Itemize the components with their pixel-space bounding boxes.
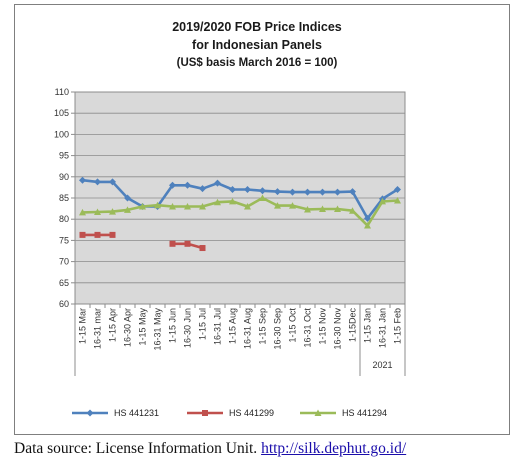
legend-hs-441294-label: HS 441294 (342, 408, 387, 418)
series-hs-441294-point (379, 197, 386, 205)
series-hs-441231-point (244, 186, 251, 194)
series-hs-441294-point (334, 205, 341, 213)
series-hs-441294-line (82, 196, 398, 227)
series-hs-441231-point (319, 188, 326, 196)
series-hs-441294-point (229, 197, 236, 205)
series-hs-441231-point (199, 185, 206, 193)
x-tick-label: 1-15 Sep (258, 308, 268, 345)
data-source-link[interactable]: http://silk.dephut.go.id/ (261, 440, 407, 457)
x-tick-label: 1-15 Aug (228, 308, 238, 344)
y-tick-label-100: 100 (54, 129, 69, 139)
series-hs-441294-point (349, 207, 356, 214)
series-hs-441231-point (304, 188, 311, 196)
x-tick-label: 1-15Dec (348, 308, 358, 343)
series-hs-441231-point (349, 188, 356, 196)
x-tick-label: 1-15 Oct (288, 308, 298, 343)
x-tick-label: 16-30 Nov (333, 308, 343, 350)
chart-title-line-2: for Indonesian Panels (192, 38, 322, 52)
series-hs-441231-point (259, 187, 266, 195)
series-hs-441231-point (169, 181, 176, 189)
y-tick-label-70: 70 (59, 257, 69, 267)
series-hs-441294-point (259, 194, 266, 201)
y-tick-label-65: 65 (59, 278, 69, 288)
y-tick-label-105: 105 (54, 108, 69, 118)
series-hs-441231-point (214, 179, 221, 187)
legend-hs-441231-label: HS 441231 (114, 408, 159, 418)
x-tick-label: 16-30 Sep (273, 308, 283, 350)
series-hs-441294-point (79, 208, 86, 216)
chart-plot: 60 65 70 75 80 85 90 95 100 105 110 1-15 Mar 16-31 m… (54, 87, 406, 418)
series-hs-441294-point (94, 208, 101, 215)
legend-hs-441231-marker (86, 409, 94, 417)
series-hs-441299-point (94, 231, 101, 238)
series-hs-441294-point (319, 205, 326, 213)
series-hs-441294-point (139, 202, 146, 210)
series-hs-441294-point (109, 208, 116, 215)
series-hs-441231-point (394, 186, 401, 194)
legend-hs-441299-marker (202, 410, 208, 416)
series-hs-441299-point (169, 240, 176, 247)
x-tick-label: 16-31 Jul (213, 308, 223, 345)
legend-hs-441294-marker (314, 409, 322, 416)
series-hs-441299-point (184, 240, 191, 247)
x-tick-label: 16-30 Jun (183, 308, 193, 348)
x-tick-label: 1-15 Jul (198, 308, 208, 340)
series-hs-441231-point (184, 181, 191, 189)
x-tick-label: 1-15 Apr (108, 308, 118, 342)
y-tick-label-110: 110 (55, 87, 69, 97)
y-tick-label-90: 90 (59, 172, 69, 182)
series-hs-441299-point (109, 231, 116, 238)
series-hs-441299-point (79, 231, 86, 238)
x-tick-label: 16-31 Aug (243, 308, 253, 349)
x-tick-label: 1-15 Mar (78, 308, 88, 344)
y-tick-label-60: 60 (59, 299, 69, 309)
series-hs-441299-point (199, 245, 206, 252)
y-tick-label-75: 75 (59, 235, 69, 245)
x-tick-label: 16-31 mar (93, 308, 103, 349)
x-tick-label: 1-15 May (138, 308, 148, 346)
y-tick-label-85: 85 (59, 193, 69, 203)
series-hs-441294-point (364, 222, 371, 229)
series-hs-441294-point (304, 205, 311, 213)
series-hs-441294-point (244, 202, 251, 210)
series-hs-441231-point (364, 214, 371, 222)
y-tick-label-95: 95 (59, 151, 69, 161)
chart-title-line-3: (US$ basis March 2016 = 100) (176, 57, 338, 69)
legend-hs-441299-label: HS 441299 (229, 408, 274, 418)
x-tick-label: 16-30 Apr (123, 308, 133, 347)
group-label: 2021 (372, 360, 392, 370)
series-hs-441294-point (214, 198, 221, 206)
series-hs-441231-point (94, 178, 101, 186)
x-tick-label: 1-15 Jan (363, 308, 373, 343)
x-tick-label: 1-15 Nov (318, 308, 328, 345)
series-hs-441294-point (124, 206, 131, 213)
data-source-line: Data source: License Information Unit. h… (14, 440, 514, 458)
series-hs-441294-point (199, 202, 206, 210)
series-hs-441231-point (334, 188, 341, 196)
series-hs-441231-point (124, 194, 131, 202)
series-hs-441231-point (289, 188, 296, 196)
chart-title-line-1: 2019/2020 FOB Price Indices (172, 20, 342, 34)
series-hs-441231-point (79, 176, 86, 184)
data-source-text: Data source: License Information Unit. (14, 440, 262, 457)
series-hs-441294-point (274, 202, 281, 209)
series-hs-441231-point (274, 188, 281, 196)
series-hs-441231-line (82, 178, 399, 220)
x-tick-label: 16-31 Jan (378, 308, 388, 348)
x-tick-label: 16-31 May (153, 308, 163, 351)
y-tick-label-80: 80 (59, 214, 69, 224)
x-tick-label: 1-15 Feb (393, 308, 403, 344)
x-tick-label: 16-31 Oct (303, 308, 313, 348)
series-hs-441294-point (184, 202, 191, 210)
series-hs-441231-point (109, 178, 116, 186)
series-hs-441294-point (154, 201, 161, 209)
series-hs-441294-point (394, 197, 401, 204)
series-hs-441294-point (289, 202, 296, 209)
x-tick-label: 1-15 Jun (168, 308, 178, 343)
series-hs-441294-point (169, 202, 176, 210)
series-hs-441231-point (229, 186, 236, 194)
